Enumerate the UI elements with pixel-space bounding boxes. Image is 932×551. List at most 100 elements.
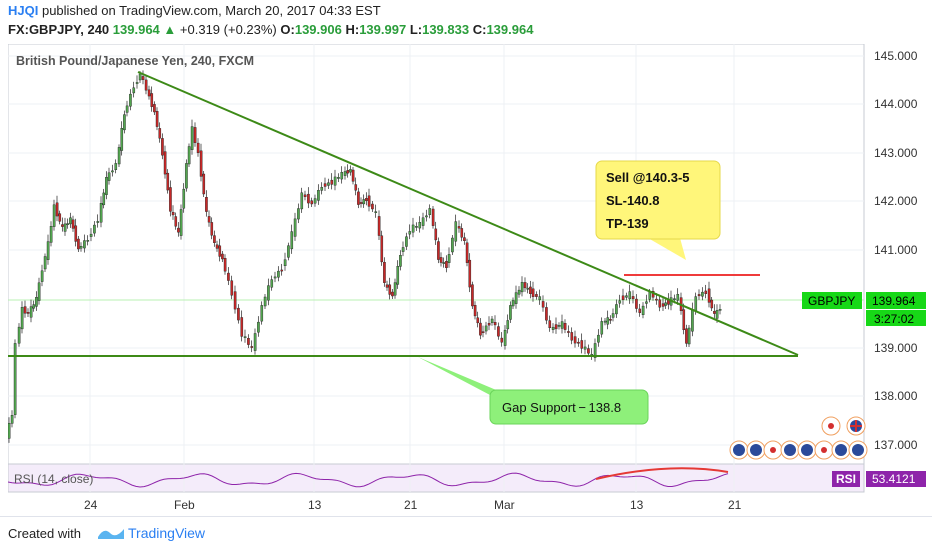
candle[interactable] (509, 305, 512, 320)
candle[interactable] (493, 322, 497, 326)
candle[interactable] (29, 306, 33, 318)
candle[interactable] (320, 186, 324, 191)
candle[interactable] (471, 284, 474, 307)
candle[interactable] (49, 225, 53, 243)
candle[interactable] (658, 299, 662, 308)
rsi-pane[interactable] (7, 463, 865, 493)
candlesticks[interactable] (7, 70, 722, 443)
candle[interactable] (253, 333, 257, 351)
candle[interactable] (190, 126, 194, 150)
sell-annotation[interactable]: Sell @140.3-5 SL-140.8 TP-139 (595, 160, 721, 260)
candle[interactable] (20, 307, 24, 330)
candle[interactable] (655, 298, 658, 301)
candle[interactable] (7, 423, 11, 439)
candle[interactable] (185, 163, 188, 189)
candle[interactable] (13, 343, 17, 415)
candle[interactable] (597, 334, 600, 343)
time-axis[interactable]: 24 Feb 13 21 Mar 13 21 (84, 498, 742, 512)
candle[interactable] (23, 306, 27, 314)
candle[interactable] (215, 244, 219, 249)
candle[interactable] (317, 189, 320, 201)
candle[interactable] (32, 304, 36, 309)
candle[interactable] (218, 245, 222, 257)
candle[interactable] (79, 246, 83, 249)
candle[interactable] (362, 199, 366, 205)
candle[interactable] (428, 208, 432, 215)
candle[interactable] (391, 291, 394, 297)
candle[interactable] (673, 298, 676, 301)
candle[interactable] (545, 307, 548, 321)
candle[interactable] (346, 170, 350, 174)
candle[interactable] (408, 231, 412, 235)
candle[interactable] (155, 110, 159, 127)
candle[interactable] (357, 191, 360, 205)
candle[interactable] (535, 294, 538, 297)
candle[interactable] (479, 322, 482, 336)
candle[interactable] (351, 169, 355, 182)
candle[interactable] (132, 87, 136, 94)
candle[interactable] (487, 323, 491, 326)
candle[interactable] (290, 231, 294, 250)
candle[interactable] (207, 216, 211, 223)
rsi-trend-curve[interactable] (595, 467, 729, 480)
candle[interactable] (497, 326, 500, 337)
candle[interactable] (529, 286, 532, 295)
candle[interactable] (405, 236, 408, 247)
candle[interactable] (349, 169, 352, 173)
candle[interactable] (260, 305, 264, 322)
candle[interactable] (69, 217, 72, 225)
candle[interactable] (621, 295, 625, 300)
price-axis[interactable]: 145.000 144.000 143.000 142.000 141.000 … (874, 49, 918, 452)
candle[interactable] (421, 217, 425, 226)
candle[interactable] (107, 172, 111, 181)
candle[interactable] (359, 202, 363, 204)
candle[interactable] (43, 256, 47, 270)
candle[interactable] (307, 193, 310, 204)
candle[interactable] (337, 177, 340, 179)
candle[interactable] (638, 308, 642, 313)
candle[interactable] (374, 211, 378, 214)
candle[interactable] (77, 238, 80, 250)
candle[interactable] (718, 309, 722, 311)
candle[interactable] (99, 203, 103, 223)
candle[interactable] (380, 235, 384, 263)
candle[interactable] (511, 300, 515, 307)
candle[interactable] (158, 128, 162, 139)
candle[interactable] (704, 290, 708, 295)
candle[interactable] (63, 223, 67, 232)
candle[interactable] (257, 321, 260, 333)
candle[interactable] (250, 346, 254, 348)
candle[interactable] (199, 150, 203, 177)
candle[interactable] (196, 142, 200, 153)
candle[interactable] (89, 233, 93, 237)
candle[interactable] (583, 346, 587, 350)
candle[interactable] (58, 213, 62, 222)
chart-area[interactable]: Sell @140.3-5 SL-140.8 TP-139 Gap Suppor… (7, 43, 928, 522)
candle[interactable] (609, 319, 612, 321)
candle[interactable] (71, 219, 75, 229)
candle[interactable] (273, 276, 277, 279)
candle[interactable] (96, 221, 100, 223)
candle[interactable] (557, 325, 561, 327)
candle[interactable] (263, 296, 267, 307)
candle[interactable] (283, 259, 287, 267)
candle[interactable] (46, 241, 50, 260)
candle[interactable] (434, 228, 438, 241)
candle[interactable] (418, 221, 422, 229)
candle[interactable] (425, 215, 428, 218)
candle[interactable] (641, 305, 645, 316)
candle[interactable] (93, 224, 96, 234)
price-chart[interactable]: Sell @140.3-5 SL-140.8 TP-139 Gap Suppor… (7, 43, 928, 522)
candle[interactable] (267, 285, 270, 301)
candle[interactable] (240, 317, 244, 337)
candle[interactable] (506, 320, 510, 330)
candle[interactable] (454, 221, 458, 242)
candle[interactable] (701, 291, 704, 297)
candle[interactable] (587, 348, 590, 354)
candle[interactable] (463, 237, 466, 242)
candle[interactable] (105, 176, 108, 195)
candle[interactable] (526, 287, 530, 290)
candle[interactable] (635, 298, 638, 309)
candle[interactable] (385, 284, 389, 288)
candle[interactable] (310, 200, 314, 205)
